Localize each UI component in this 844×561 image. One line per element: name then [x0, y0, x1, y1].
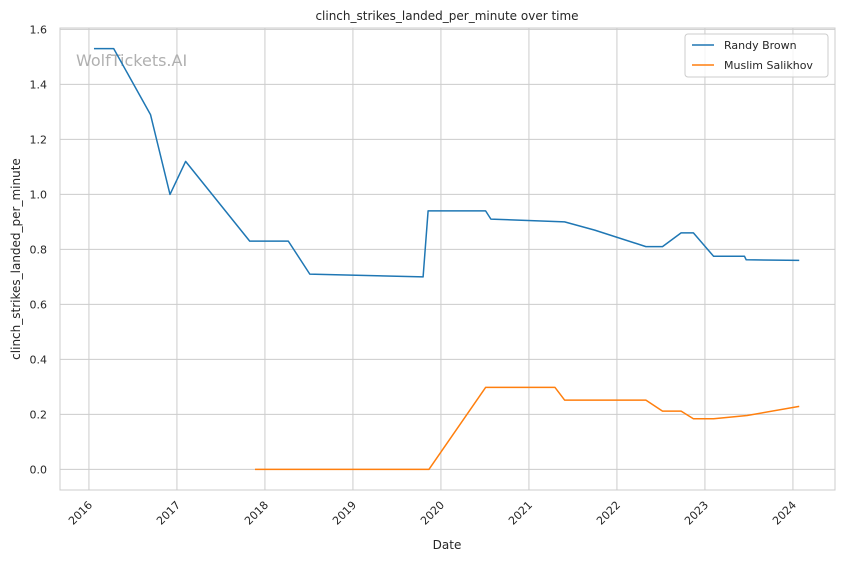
legend-box: [684, 33, 829, 78]
y-tick-label: 1.2: [30, 133, 48, 146]
y-tick-label: 1.6: [30, 23, 48, 36]
legend-label-muslim-salikhov: Muslim Salikhov: [724, 59, 813, 72]
y-tick-label: 0.4: [30, 353, 48, 366]
watermark: WolfTickets.AI: [76, 51, 187, 70]
x-tick-label: 2020: [418, 499, 447, 528]
grid: [60, 28, 835, 490]
y-tick-label: 1.4: [30, 78, 48, 91]
legend-label-randy-brown: Randy Brown: [724, 39, 797, 52]
y-tick-label: 0.8: [30, 243, 48, 256]
x-tick-label: 2016: [66, 499, 95, 528]
y-tick-labels: 0.0 0.2 0.4 0.6 0.8 1.0 1.2 1.4 1.6: [30, 23, 48, 476]
series-line-randy-brown: [94, 47, 800, 278]
x-tick-labels: 2016 2017 2018 2019 2020 2021 2022 2023 2024: [66, 499, 799, 528]
series-lines: [93, 47, 800, 471]
x-tick-label: 2023: [682, 499, 711, 528]
y-tick-label: 0.0: [30, 463, 48, 476]
plot-frame: [59, 27, 836, 491]
x-tick-label: 2024: [770, 499, 799, 528]
x-tick-label: 2018: [242, 499, 271, 528]
y-tick-label: 0.2: [30, 408, 48, 421]
chart-title: clinch_strikes_landed_per_minute over ti…: [315, 9, 578, 23]
legend: Randy Brown Muslim Salikhov: [684, 33, 829, 78]
series-line-muslim-salikhov: [255, 386, 800, 471]
x-tick-label: 2021: [506, 499, 535, 528]
y-tick-label: 0.6: [30, 298, 48, 311]
y-axis-label: clinch_strikes_landed_per_minute: [9, 158, 23, 360]
x-tick-label: 2022: [594, 499, 623, 528]
x-tick-label: 2017: [154, 499, 183, 528]
x-tick-label: 2019: [330, 499, 359, 528]
x-axis-label: Date: [433, 538, 462, 552]
y-tick-label: 1.0: [30, 188, 48, 201]
